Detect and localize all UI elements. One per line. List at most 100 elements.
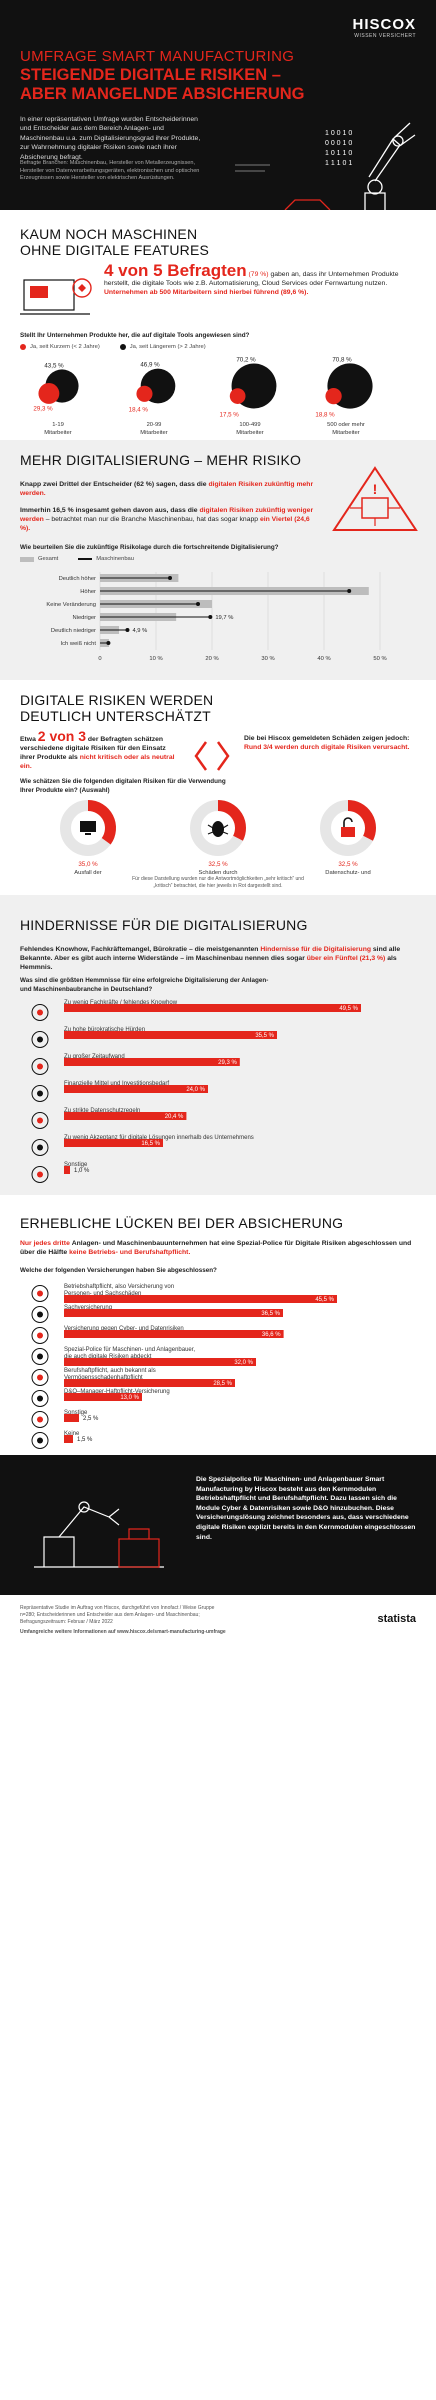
- value-label: 16,5 %: [141, 1141, 160, 1147]
- s1-text-b: Unternehmen ab 500 Mitarbeitern sind hie…: [104, 289, 309, 296]
- chart-question: Was sind die größten Hemmnisse für eine …: [20, 977, 268, 994]
- value-label: 36,5 %: [261, 1311, 280, 1317]
- headline-line-1: STEIGENDE DIGITALE RISIKEN –: [20, 66, 281, 84]
- category-label: Personen- und Sachschäden: [64, 1291, 141, 1297]
- x-tick-label: 0: [98, 656, 101, 662]
- category-label: Niedriger: [72, 615, 96, 621]
- s4-text-c: sind alle Bekannte. Aber es gibt auch in…: [20, 946, 401, 962]
- value-label-long-term: 46,9 %: [140, 362, 160, 369]
- question-line: und Maschinenbaubranche in Deutschland?: [20, 985, 153, 993]
- bubble-short-term: [136, 385, 153, 402]
- logo-tagline: WISSEN VERSICHERT: [354, 33, 416, 39]
- legend-label: Gesamt: [38, 556, 59, 562]
- value-label: 32,0 %: [234, 1360, 253, 1366]
- legend-label: Ja, seit Längerem (> 2 Jahre): [129, 344, 206, 350]
- category-label: Sachversicherung: [64, 1305, 112, 1311]
- value-label-long-term: 43,5 %: [44, 362, 64, 369]
- value-label: 2,5 %: [83, 1416, 99, 1422]
- monitor-icon: [80, 821, 96, 835]
- category-label: Datenschutz- und: [325, 870, 370, 874]
- section-title: KAUM NOCH MASCHINEN OHNE DIGITALE FEATUR…: [20, 226, 209, 258]
- cloud-icon: [31, 1327, 49, 1344]
- category-label: Deutlich niedriger: [51, 628, 96, 634]
- x-tick-label: 20 %: [205, 656, 218, 662]
- bar: [64, 1058, 240, 1066]
- bar: [64, 1295, 337, 1303]
- building-icon: [31, 1306, 49, 1323]
- logo-name: HISCOX: [352, 16, 416, 33]
- footer: Repräsentative Studie im Auftrag von His…: [0, 1595, 436, 2400]
- x-tick-label: 40 %: [317, 656, 330, 662]
- value-label: 24,0 %: [186, 1087, 205, 1093]
- question-line: Wie schätzen Sie die folgenden digitalen…: [20, 778, 226, 785]
- legend-swatch: [20, 556, 34, 562]
- header-banner: HISCOX WISSEN VERSICHERT UMFRAGE SMART M…: [0, 0, 436, 210]
- category-label: Mitarbeiter: [332, 430, 359, 436]
- big-stat-pct: (79 %): [248, 271, 269, 278]
- donut-segment: [217, 800, 246, 841]
- category-label: Vermögensschadenhaftpflicht: [64, 1375, 143, 1381]
- value-label: 1,0 %: [74, 1168, 90, 1174]
- s3-text-e: Rund 3/4 werden durch digitale Risiken v…: [244, 744, 410, 751]
- category-label: Deutlich höher: [59, 576, 96, 582]
- category-label: Betriebshaftpflicht, also Versicherung v…: [64, 1284, 174, 1290]
- s5-text-a: Nur jedes dritte: [20, 1240, 70, 1247]
- category-label: Keine: [64, 1431, 80, 1437]
- legend-item: Maschinenbau: [78, 556, 134, 562]
- category-label: Zu großer Zeitaufwand: [64, 1054, 125, 1060]
- factory-robot-illustration: [34, 1501, 164, 1568]
- value-label: 1,5 %: [77, 1437, 93, 1443]
- section-risk-trend: MEHR DIGITALISIERUNG – MEHR RISIKO ! Kna…: [0, 440, 436, 680]
- more-info-link[interactable]: Umfangreiche weitere Informationen auf w…: [20, 1629, 226, 1635]
- paperwork-icon: [31, 1031, 49, 1048]
- more-icon: [31, 1166, 49, 1183]
- legend-item: Ja, seit Kurzem (< 2 Jahre): [20, 344, 100, 350]
- clock-icon: [31, 1058, 49, 1075]
- digital-risks-donut-chart: 35,0 %Ausfall derIT-Infrastruktur32,5 %S…: [60, 800, 376, 874]
- binary-line: 1 0 0 1 0: [325, 130, 352, 137]
- category-label: Sonstige: [64, 1410, 88, 1416]
- value-label: 28,5 %: [213, 1381, 232, 1387]
- donut-segment: [87, 800, 116, 845]
- section-title: HINDERNISSE FÜR DIE DIGITALISIERUNG: [20, 917, 308, 933]
- legend-label: Maschinenbau: [96, 556, 135, 562]
- category-label: 500 oder mehr: [327, 422, 365, 428]
- chart-question: Wie schätzen Sie die folgenden digitalen…: [20, 778, 226, 795]
- factory-icon: [31, 1285, 49, 1302]
- s2-text-2: Immerhin 16,5 % insgesamt gehen davon au…: [20, 506, 320, 533]
- s1-text: 4 von 5 Befragten (79 %) gaben an, dass …: [104, 262, 416, 297]
- source-line: Repräsentative Studie im Auftrag von His…: [20, 1605, 215, 1611]
- s3-text-b: der Befragten schätzen verschiedene digi…: [20, 736, 166, 761]
- angle-brackets-icon: [194, 741, 230, 771]
- s2-text-2b: digitalen Risiken zukünftig weniger werd…: [20, 507, 314, 523]
- section-digital-features: KAUM NOCH MASCHINEN OHNE DIGITALE FEATUR…: [0, 210, 436, 440]
- bar: [64, 1085, 208, 1093]
- robot-arm-illustration: 1 0 0 1 0 0 0 0 1 0 1 0 1 1 0 1 1 1 0 1: [235, 122, 416, 210]
- bar: [64, 1166, 70, 1174]
- section-title: ERHEBLICHE LÜCKEN BEI DER ABSICHERUNG: [20, 1215, 344, 1231]
- s4-text-a: Fehlendes Knowhow, Fachkräftemangel, Bür…: [20, 946, 259, 953]
- s3-left-text: Etwa 2 von 3 der Befragten schätzen vers…: [20, 729, 180, 771]
- legend-swatch: [119, 344, 126, 350]
- category-label: Versicherung gegen Cyber- und Datenrisik…: [64, 1326, 184, 1332]
- footnote-line: „kritisch“ betrachtet, die hier jeweils …: [153, 883, 283, 889]
- category-label: Ausfall der: [74, 870, 101, 874]
- statista-logo[interactable]: statista: [377, 1613, 416, 1625]
- category-label: Zu wenig Akzeptanz für digitale Lösungen…: [64, 1135, 254, 1141]
- s4-text: Fehlendes Knowhow, Fachkräftemangel, Bür…: [20, 945, 416, 972]
- section-insurance-gaps: ERHEBLICHE LÜCKEN BEI DER ABSICHERUNG Nu…: [0, 1195, 436, 1455]
- legend-item: Gesamt: [20, 556, 58, 562]
- s2-text-2c: – betrachtet man nur die Branche Maschin…: [45, 516, 259, 523]
- point-maschinenbau: [106, 641, 111, 645]
- value-label: 13,0 %: [120, 1395, 139, 1401]
- category-label: Höher: [80, 589, 96, 595]
- category-label: Mitarbeiter: [236, 430, 263, 436]
- question-line: Was sind die größten Hemmnisse für eine …: [20, 977, 269, 984]
- bar: [64, 1379, 235, 1387]
- bar: [64, 1112, 187, 1120]
- hiscox-logo[interactable]: HISCOX WISSEN VERSICHERT: [352, 16, 416, 39]
- value-label: 20,4 %: [165, 1114, 184, 1120]
- graduation-cap-icon: [31, 1004, 49, 1021]
- binary-line: 0 0 0 1 0: [325, 140, 352, 147]
- bar: [64, 1004, 361, 1012]
